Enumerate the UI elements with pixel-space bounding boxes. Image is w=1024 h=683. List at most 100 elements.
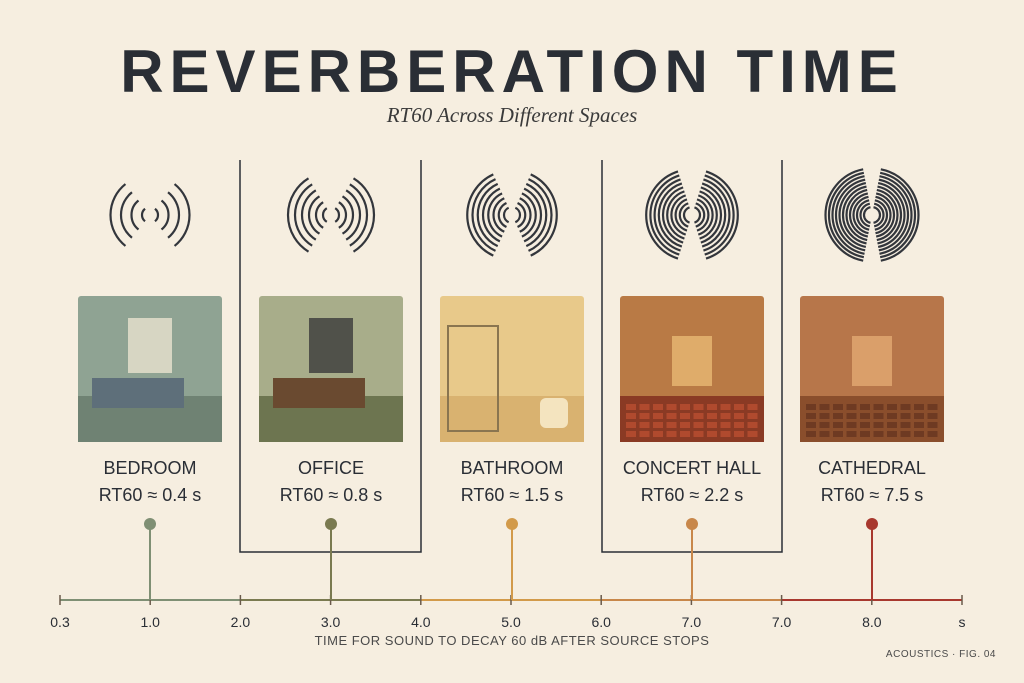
seat bbox=[707, 413, 717, 419]
sound-wave bbox=[845, 188, 899, 242]
seat bbox=[887, 404, 897, 410]
seat bbox=[846, 422, 857, 428]
feature bbox=[852, 336, 892, 386]
seat bbox=[653, 413, 663, 419]
seat bbox=[819, 413, 830, 419]
seat bbox=[860, 422, 870, 428]
footer: ACOUSTICS · FIG. 04 bbox=[886, 649, 996, 660]
seat bbox=[693, 422, 704, 428]
seat bbox=[626, 431, 636, 437]
seat bbox=[846, 404, 857, 410]
seat bbox=[626, 413, 636, 419]
sound-wave bbox=[314, 201, 348, 229]
seat bbox=[846, 413, 857, 419]
room-illustration bbox=[440, 296, 584, 442]
seat bbox=[653, 431, 663, 437]
seat bbox=[666, 422, 677, 428]
seat bbox=[887, 431, 897, 437]
seat bbox=[680, 431, 690, 437]
marker-dot bbox=[506, 518, 518, 530]
seat bbox=[720, 413, 731, 419]
seat bbox=[626, 404, 636, 410]
sound-wave bbox=[293, 183, 369, 247]
sound-wave bbox=[130, 199, 170, 231]
axis-caption: TIME FOR SOUND TO DECAY 60 dB AFTER SOUR… bbox=[315, 633, 710, 648]
seat bbox=[734, 404, 744, 410]
seat bbox=[873, 404, 884, 410]
seat bbox=[806, 431, 816, 437]
sound-wave bbox=[827, 171, 917, 259]
seat bbox=[900, 404, 911, 410]
furniture bbox=[273, 378, 365, 408]
space-name: OFFICE bbox=[298, 458, 364, 478]
sound-wave bbox=[476, 182, 548, 248]
seat bbox=[626, 422, 636, 428]
sound-wave bbox=[678, 202, 706, 228]
seat bbox=[720, 431, 731, 437]
marker-dot bbox=[866, 518, 878, 530]
sound-wave bbox=[492, 197, 532, 233]
sound-wave bbox=[670, 194, 714, 236]
seat bbox=[653, 422, 663, 428]
sound-wave bbox=[657, 182, 727, 248]
marker-dot bbox=[325, 518, 337, 530]
space-name: CONCERT HALL bbox=[623, 458, 761, 478]
room-illustration bbox=[78, 296, 222, 442]
axis-label: 0.3 bbox=[50, 614, 70, 630]
space-name: BATHROOM bbox=[461, 458, 564, 478]
seat bbox=[819, 431, 830, 437]
seat bbox=[860, 431, 870, 437]
axis-label: 1.0 bbox=[140, 614, 160, 630]
axis-label: 8.0 bbox=[862, 614, 882, 630]
seat bbox=[833, 413, 843, 419]
seat bbox=[860, 413, 870, 419]
sound-wave bbox=[859, 202, 885, 228]
seat bbox=[693, 413, 704, 419]
seat bbox=[666, 431, 677, 437]
seat bbox=[914, 404, 924, 410]
sound-wave bbox=[307, 195, 355, 235]
seat bbox=[734, 431, 744, 437]
seat bbox=[927, 422, 938, 428]
sound-wave bbox=[666, 190, 718, 240]
seat bbox=[887, 413, 897, 419]
axis-label: 4.0 bbox=[411, 614, 431, 630]
sound-wave bbox=[661, 186, 723, 244]
seat bbox=[860, 404, 870, 410]
seat bbox=[887, 422, 897, 428]
sound-wave bbox=[834, 178, 910, 252]
sound-wave bbox=[119, 191, 181, 239]
axis-label: 3.0 bbox=[321, 614, 341, 630]
seat bbox=[833, 404, 843, 410]
sound-wave bbox=[471, 178, 553, 252]
sound-wave bbox=[838, 182, 906, 248]
seat bbox=[639, 422, 650, 428]
axis-label: 6.0 bbox=[591, 614, 611, 630]
seat bbox=[693, 431, 704, 437]
axis-label: 7.0 bbox=[772, 614, 792, 630]
seat bbox=[680, 422, 690, 428]
sound-wave bbox=[109, 183, 191, 247]
sound-wave bbox=[487, 192, 537, 238]
sound-wave bbox=[497, 201, 527, 229]
window bbox=[128, 318, 172, 373]
space-name: CATHEDRAL bbox=[818, 458, 926, 478]
seat bbox=[846, 431, 857, 437]
sound-wave bbox=[502, 206, 522, 224]
sound-wave bbox=[286, 177, 376, 253]
toilet bbox=[540, 398, 568, 428]
seat bbox=[747, 431, 758, 437]
room-illustration bbox=[620, 296, 764, 442]
seat bbox=[914, 413, 924, 419]
sound-wave bbox=[649, 174, 735, 256]
space-rt60: RT60 ≈ 7.5 s bbox=[821, 485, 924, 505]
seat bbox=[734, 422, 744, 428]
sound-wave bbox=[645, 170, 739, 260]
seat bbox=[707, 431, 717, 437]
sound-wave bbox=[831, 175, 913, 255]
subtitle: RT60 Across Different Spaces bbox=[386, 103, 638, 127]
sound-wave bbox=[674, 198, 710, 232]
sound-wave bbox=[466, 173, 558, 257]
space-rt60: RT60 ≈ 0.8 s bbox=[280, 485, 383, 505]
